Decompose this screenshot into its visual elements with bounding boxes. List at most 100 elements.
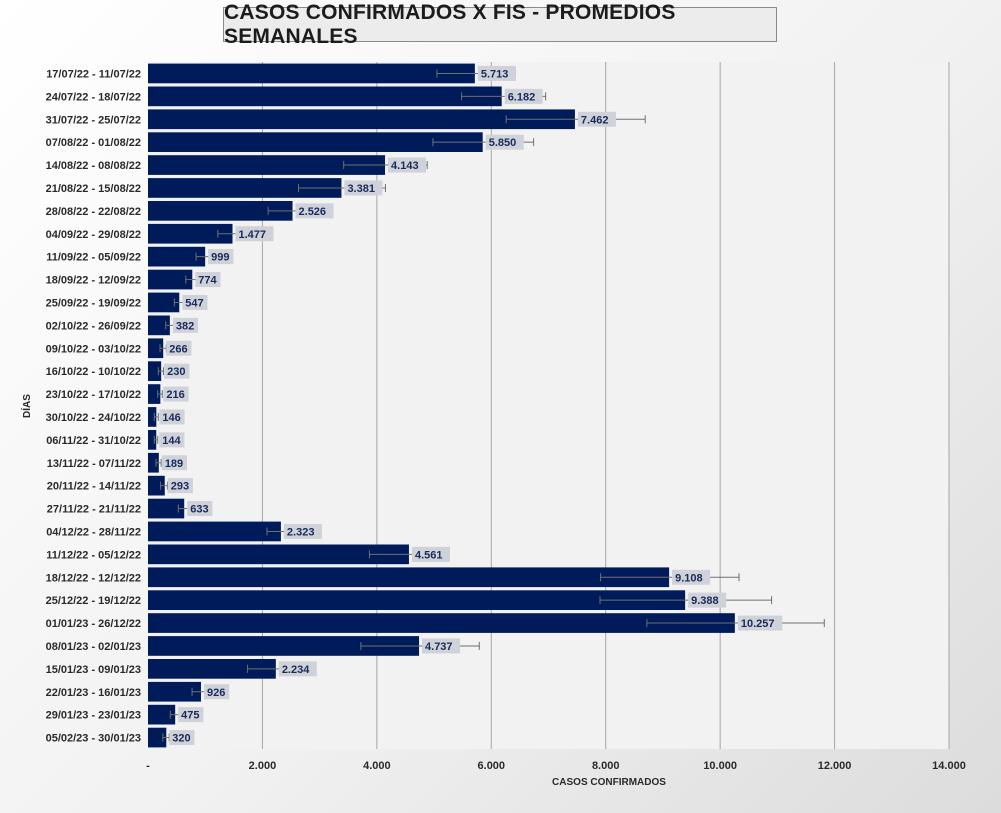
data-label: 266: [166, 340, 192, 356]
data-label-text: 5.850: [489, 137, 517, 149]
bar: [148, 567, 670, 588]
data-label-text: 9.388: [691, 595, 719, 607]
data-label: 2.526: [295, 203, 334, 219]
category-label: 13/11/22 - 07/11/22: [47, 458, 141, 470]
data-label: 216: [163, 386, 189, 402]
data-label: 2.234: [278, 661, 317, 677]
category-label: 27/11/22 - 21/11/22: [47, 504, 141, 516]
category-label: 24/07/22 - 18/07/22: [46, 91, 141, 103]
error-bar: [157, 390, 163, 399]
x-axis-title: CASOS CONFIRMADOS: [552, 777, 666, 788]
category-label: 28/08/22 - 22/08/22: [46, 206, 141, 218]
data-label: 9.108: [672, 569, 711, 585]
bar: [148, 659, 276, 679]
bar: [148, 246, 206, 267]
category-label: 29/01/23 - 23/01/23: [46, 710, 141, 722]
data-label-text: 5.713: [481, 68, 509, 80]
data-label-text: 3.381: [347, 183, 375, 195]
category-label: 20/11/22 - 14/11/22: [47, 481, 141, 493]
category-label: 25/09/22 - 19/09/22: [46, 297, 141, 309]
data-label: 999: [208, 249, 234, 265]
category-label: 18/12/22 - 12/12/22: [46, 572, 141, 584]
bar: [148, 155, 386, 175]
data-label: 633: [187, 501, 213, 517]
category-label: 09/10/22 - 03/10/22: [46, 343, 141, 355]
error-bar: [505, 115, 646, 124]
category-label: 30/10/22 - 24/10/22: [46, 412, 141, 424]
data-label-text: 2.323: [287, 526, 315, 538]
data-label-background: [344, 180, 383, 196]
data-label: 293: [167, 478, 193, 494]
plot-area: [148, 62, 949, 749]
category-label: 04/12/22 - 28/11/22: [46, 526, 141, 538]
category-label: 05/02/23 - 30/01/23: [46, 733, 141, 745]
error-bar: [162, 733, 170, 742]
data-label-text: 2.526: [299, 206, 327, 218]
data-label-text: 926: [207, 687, 225, 699]
bar: [148, 475, 165, 496]
data-label: 774: [195, 272, 221, 288]
chart-title: CASOS CONFIRMADOS X FIS - PROMEDIOS SEMA…: [223, 1, 777, 48]
x-tick-label: 12.000: [818, 760, 852, 772]
data-label: 320: [169, 730, 195, 746]
data-label-text: 320: [172, 733, 190, 745]
bar: [148, 86, 502, 107]
data-label-background: [388, 157, 427, 173]
bar: [148, 521, 281, 542]
data-label-text: 293: [171, 481, 189, 493]
error-bar: [646, 619, 825, 628]
data-label-text: 774: [198, 275, 217, 287]
bars: [148, 63, 735, 748]
category-label: 23/10/22 - 17/10/22: [46, 389, 141, 401]
bar: [148, 498, 185, 519]
data-label: 144: [159, 432, 185, 448]
bar: [148, 384, 161, 404]
data-label-text: 475: [181, 710, 199, 722]
x-tick-label: 4.000: [363, 760, 391, 772]
bar: [148, 132, 483, 152]
data-label-background: [485, 134, 524, 150]
category-label: 08/01/23 - 02/01/23: [46, 641, 141, 653]
x-tick-label: 8.000: [592, 760, 620, 772]
data-labels: 5.713 6.182 7.462 5.850 4.143 3.381 2.526 1.477…: [159, 65, 783, 746]
data-label-background: [737, 615, 783, 631]
bar: [148, 178, 342, 198]
data-label: 9.388: [688, 592, 727, 608]
data-label-background: [195, 272, 221, 288]
data-label: 1.477: [235, 226, 274, 242]
category-label: 11/09/22 - 05/09/22: [46, 252, 141, 264]
data-label: 4.737: [422, 638, 461, 654]
data-label: 146: [159, 409, 185, 425]
data-label-text: 2.234: [282, 664, 310, 676]
category-label: 07/08/22 - 01/08/22: [46, 137, 141, 149]
category-label: 25/12/22 - 19/12/22: [46, 595, 141, 607]
bar: [148, 681, 201, 702]
data-label: 4.561: [411, 546, 450, 562]
data-label-text: 230: [167, 366, 185, 378]
data-label: 926: [203, 684, 230, 700]
data-label-text: 1.477: [239, 229, 267, 241]
bar: [148, 407, 157, 427]
data-label-background: [235, 226, 274, 242]
data-label-background: [422, 638, 461, 654]
data-label-text: 189: [165, 458, 183, 470]
data-label-background: [167, 478, 193, 494]
x-tick-label: 14.000: [932, 760, 966, 772]
bar: [148, 201, 293, 221]
data-label: 4.143: [388, 157, 427, 173]
data-label-background: [182, 294, 208, 310]
data-label-text: 4.561: [415, 549, 443, 561]
category-label: 02/10/22 - 26/09/22: [46, 320, 141, 332]
gridlines: [261, 62, 950, 749]
error-bar: [153, 435, 159, 444]
category-label: 16/10/22 - 10/10/22: [46, 366, 141, 378]
bar: [148, 704, 176, 725]
data-label-text: 4.143: [391, 160, 419, 172]
x-tick-label: 6.000: [478, 760, 506, 772]
error-bar: [157, 367, 164, 376]
data-label-background: [159, 432, 185, 448]
data-label-text: 266: [169, 343, 187, 355]
data-label-background: [203, 684, 230, 700]
error-bar: [600, 573, 740, 582]
